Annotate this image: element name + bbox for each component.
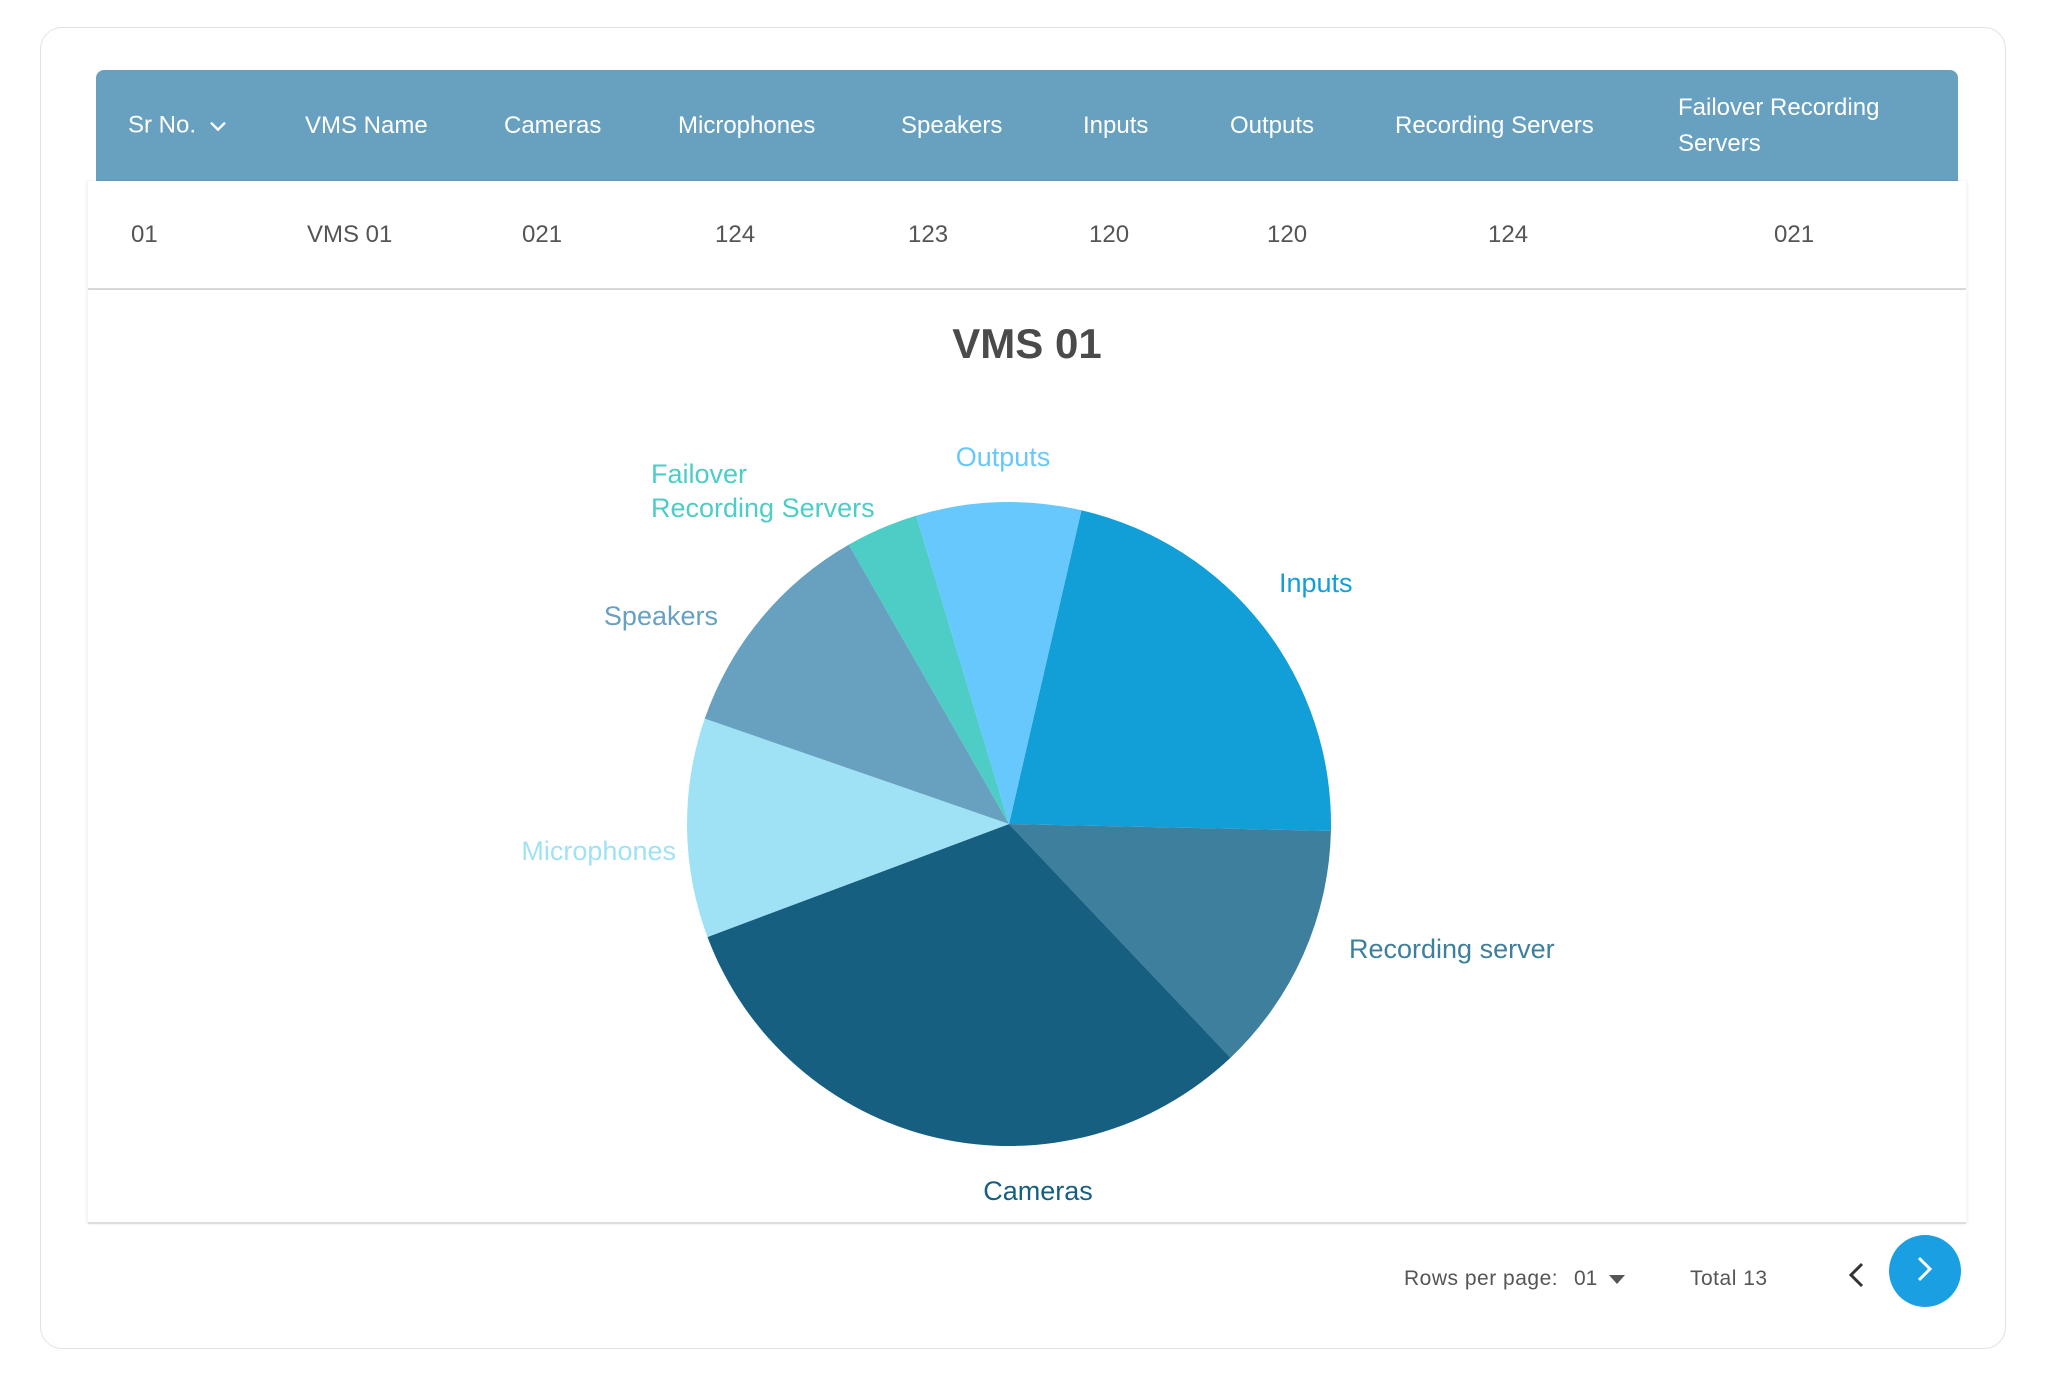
column-header-speakers: Speakers [901,111,1003,139]
pie-slice-speakers[interactable] [704,544,1009,824]
cell-vms-name: VMS 01 [307,220,393,248]
chevron-right-icon [1916,1255,1934,1288]
cell-failover-recording-servers: 021 [1774,220,1815,248]
cell-sr-no: 01 [131,220,158,248]
pie-label-cameras: Cameras [983,1176,1093,1206]
previous-page-button[interactable] [1834,1255,1878,1299]
pie-label-speakers: Speakers [604,601,718,631]
column-header-outputs: Outputs [1230,111,1315,139]
pie-slice-failover-recording-servers[interactable] [848,515,1009,824]
table-header: Sr No. VMS Name Cameras Microphones Spea… [96,70,1958,181]
cell-outputs: 120 [1267,220,1308,248]
column-header-inputs: Inputs [1083,111,1149,139]
rows-per-page-select[interactable]: 01 [1574,1267,1626,1291]
table-row[interactable]: 01 VMS 01 021 124 123 120 120 124 021 [88,181,1966,290]
column-header-microphones: Microphones [678,111,816,139]
cell-inputs: 120 [1089,220,1130,248]
chevron-left-icon [1847,1261,1865,1294]
total-count: Total 13 [1690,1267,1768,1290]
pie-chart: Inputs Recording server Cameras Microphones… [521,442,1555,1206]
pie-slice-cameras[interactable] [707,824,1231,1146]
rows-per-page-label: Rows per page: [1404,1267,1559,1290]
column-header-vms-name: VMS Name [305,111,428,139]
pie-label-inputs: Inputs [1279,568,1353,598]
pie-label-failover-recording-servers: Failover Recording Servers [651,459,875,523]
cell-recording-servers: 124 [1488,220,1529,248]
column-header-recording-servers: Recording Servers [1395,111,1594,139]
pagination-footer: Rows per page: 01 Total 13 [88,1225,1966,1325]
rows-per-page-value: 01 [1574,1267,1598,1290]
chevron-down-icon[interactable] [209,108,227,144]
chart-panel: VMS 01 Inputs Recording server Cameras Micr… [88,290,1966,1224]
column-header-cameras: Cameras [504,111,602,139]
chart-title: VMS 01 [952,320,1102,367]
caret-down-icon [1609,1267,1626,1291]
next-page-button[interactable] [1889,1235,1961,1307]
pie-slice-inputs[interactable] [1009,510,1331,831]
column-header-failover-recording-servers: Failover Recording Servers [1678,93,1880,157]
pie-label-microphones: Microphones [521,836,676,866]
cell-cameras: 021 [522,220,563,248]
pie-label-outputs: Outputs [956,442,1051,472]
cell-speakers: 123 [908,220,949,248]
pie-slice-outputs[interactable] [916,502,1082,824]
column-header-sr-no[interactable]: Sr No. [128,107,227,144]
cell-microphones: 124 [715,220,756,248]
pie-label-recording-server: Recording server [1349,934,1555,964]
pie-slice-microphones[interactable] [687,718,1009,937]
pie-slice-recording-server[interactable] [1009,824,1331,1058]
